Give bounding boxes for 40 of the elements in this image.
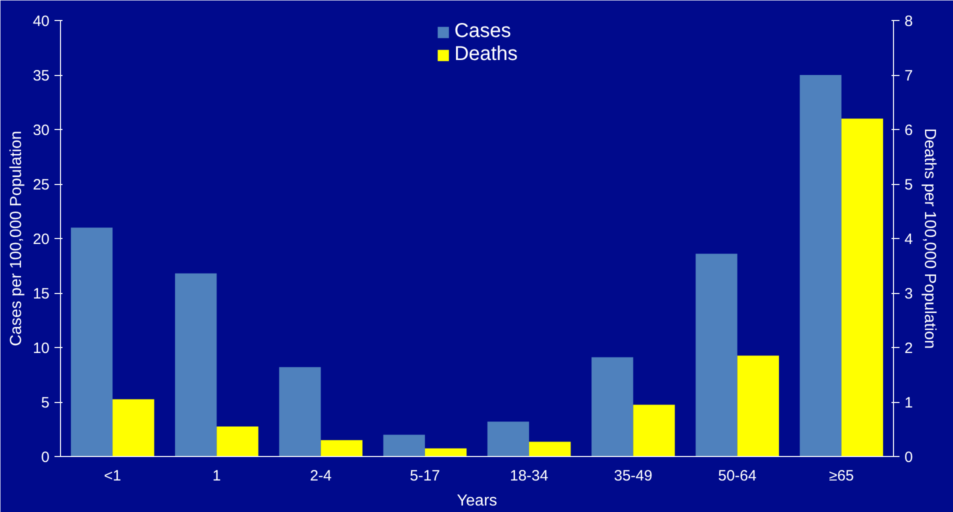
bar <box>70 228 113 456</box>
bar <box>383 434 425 456</box>
x-tick-label: 35-49 <box>614 468 652 484</box>
bar <box>487 422 530 456</box>
y2-axis-title: Deaths per 100,000 Population <box>920 128 938 349</box>
y2-tick-label: 0 <box>904 449 913 466</box>
y-tick-label: 15 <box>32 286 50 302</box>
x-tick-label: 50-64 <box>718 468 757 484</box>
y-tick-label: 0 <box>41 449 50 466</box>
bar <box>696 254 738 456</box>
bar <box>175 273 217 456</box>
x-axis-title: Years <box>456 492 498 510</box>
y-tick-label: 25 <box>32 176 50 194</box>
x-tick-label: <1 <box>104 468 122 484</box>
y-tick-label: 10 <box>32 340 50 357</box>
bar <box>112 399 154 456</box>
y-tick-label: 30 <box>32 122 50 139</box>
y-tick-label: 5 <box>41 394 50 412</box>
y2-tick-label: 4 <box>904 231 913 248</box>
y-axis-title: Cases per 100,000 Population <box>8 130 25 346</box>
y2-tick-label: 5 <box>904 176 913 194</box>
y-tick-label: 20 <box>32 231 50 248</box>
bar <box>320 440 362 456</box>
y2-tick-label: 1 <box>904 394 913 412</box>
y2-tick-label: 7 <box>904 68 913 84</box>
legend-label: Cases <box>454 20 512 43</box>
y2-tick-label: 2 <box>904 340 913 357</box>
y2-tick-label: 3 <box>904 286 913 302</box>
bar <box>216 426 258 456</box>
x-tick-label: 1 <box>212 468 221 484</box>
y2-tick-label: 6 <box>904 122 913 139</box>
x-tick-label: 2-4 <box>310 468 332 484</box>
y-tick-label: 40 <box>32 13 50 30</box>
y2-tick-label: 8 <box>904 13 913 30</box>
bar <box>279 367 321 456</box>
legend-label: Deaths <box>454 43 518 66</box>
x-tick-label: 5-17 <box>410 468 440 484</box>
x-tick-label: ≥65 <box>828 468 854 484</box>
y-tick-label: 35 <box>32 68 50 84</box>
x-tick-label: 18-34 <box>510 468 548 484</box>
